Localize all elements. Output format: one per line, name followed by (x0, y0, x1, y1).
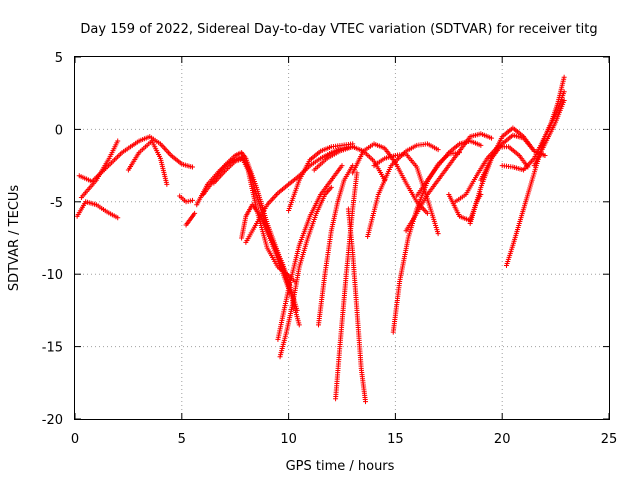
data-point (435, 231, 441, 237)
x-tick-label: 15 (387, 432, 404, 447)
series-arc-18 (345, 206, 368, 405)
data-point (435, 147, 441, 153)
series-arc-23 (403, 131, 495, 234)
series-arc-6 (183, 210, 198, 228)
y-tick-label: -20 (42, 413, 63, 428)
data-point (192, 210, 198, 216)
data-point (294, 307, 300, 313)
data-points (74, 74, 567, 405)
chart-title: Day 159 of 2022, Sidereal Day-to-day VTE… (80, 22, 597, 37)
data-point (189, 197, 195, 203)
data-point (561, 74, 567, 80)
x-tick-label: 25 (601, 432, 618, 447)
data-point (542, 152, 548, 158)
series-arc-10 (239, 202, 300, 313)
x-tick-label: 5 (178, 432, 186, 447)
data-point (362, 399, 368, 405)
series-arc-5 (177, 193, 195, 205)
y-axis-label: SDTVAR / TECUs (7, 185, 22, 292)
series-arc-31 (531, 97, 567, 169)
series-arc-1 (74, 199, 121, 221)
data-point (339, 163, 345, 169)
series-arc-24 (414, 138, 484, 199)
data-point (489, 135, 495, 141)
data-point (296, 322, 302, 328)
x-axis-label: GPS time / hours (286, 459, 395, 474)
data-point (354, 170, 360, 176)
data-point (189, 164, 195, 170)
data-point (164, 181, 170, 187)
series-arc-17 (333, 170, 360, 402)
data-point (424, 210, 430, 216)
series-arc-13 (275, 163, 345, 342)
x-tick-label: 10 (280, 432, 297, 447)
data-point (115, 138, 121, 144)
series-arc-3 (78, 138, 121, 200)
series-arc-14 (286, 141, 356, 213)
x-tick-label: 20 (494, 432, 511, 447)
x-tick-label: 0 (71, 432, 79, 447)
y-tick-label: -5 (50, 196, 63, 211)
data-point (328, 184, 334, 190)
data-point (561, 89, 567, 95)
y-tick-label: -10 (42, 268, 63, 283)
series-arc-4 (125, 138, 170, 187)
y-tick-label: 5 (55, 51, 63, 66)
data-point (478, 142, 484, 148)
series-arc-12 (277, 184, 334, 360)
y-tick-label: 0 (55, 123, 63, 138)
data-point (115, 215, 121, 221)
grid-lines (75, 57, 609, 419)
y-tick-label: -15 (42, 341, 63, 356)
plot-frame (74, 56, 610, 420)
series-arc-16 (316, 163, 356, 328)
data-point (561, 97, 567, 103)
